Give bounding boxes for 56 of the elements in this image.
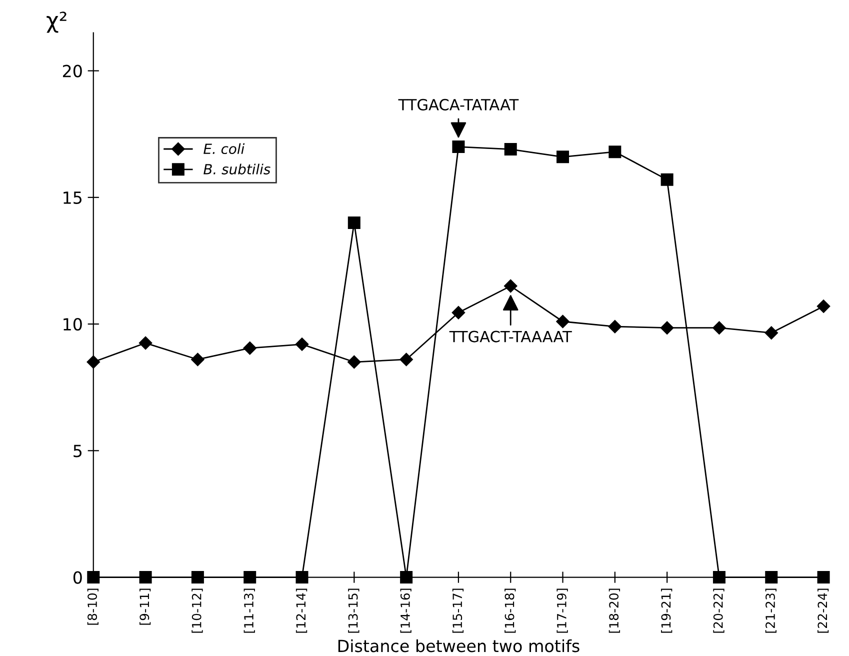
legend-label: E. coli xyxy=(204,143,245,154)
point xyxy=(348,355,361,369)
point xyxy=(504,279,518,293)
x-tick-label: [22-24] xyxy=(817,588,829,633)
point xyxy=(816,300,830,313)
point xyxy=(504,143,517,156)
x-tick-label: [13-15] xyxy=(348,588,360,633)
point xyxy=(191,571,204,584)
point xyxy=(348,216,360,229)
x-tick-label: [21-23] xyxy=(765,588,776,633)
point xyxy=(660,321,674,334)
point xyxy=(191,352,204,366)
x-tick-label: [8-10] xyxy=(87,588,98,625)
point xyxy=(608,146,622,158)
point xyxy=(556,150,570,164)
x-tick-label: [11-13] xyxy=(244,588,255,633)
annotation: TTGACA-TATAAT xyxy=(398,98,519,110)
point xyxy=(452,306,466,320)
point xyxy=(295,338,309,351)
point xyxy=(764,326,778,340)
point xyxy=(765,571,778,584)
x-tick-label: [17-19] xyxy=(556,588,568,633)
x-tick-label: [15-17] xyxy=(452,588,464,633)
x-tick-label: [14-16] xyxy=(400,588,412,633)
annotation: TTGACT-TAAAAT xyxy=(449,330,572,342)
point xyxy=(660,173,674,186)
point xyxy=(243,342,256,355)
y-tick-label: 20 xyxy=(62,64,82,78)
point xyxy=(86,355,100,369)
x-tick-label: [9-11] xyxy=(139,588,151,625)
x-tick-label: [19-21] xyxy=(661,588,672,633)
point xyxy=(400,352,413,366)
legend-label: B. subtilis xyxy=(204,164,270,174)
point xyxy=(87,571,100,584)
x-tick-label: [18-20] xyxy=(608,588,620,633)
x-tick-label: [20-22] xyxy=(713,588,724,633)
point xyxy=(712,571,726,584)
point xyxy=(296,571,308,584)
point xyxy=(139,571,152,584)
point xyxy=(400,571,413,584)
point xyxy=(608,320,622,334)
point xyxy=(138,336,152,350)
y-tick-label: 0 xyxy=(73,571,82,584)
point xyxy=(712,321,726,334)
x-tick-label: [10-12] xyxy=(192,588,203,633)
point xyxy=(452,140,465,154)
x-axis-title: Distance between two motifs xyxy=(338,639,580,652)
y-tick-label: 5 xyxy=(74,444,82,458)
x-tick-label: [12-14] xyxy=(296,588,308,633)
x-tick-label: [16-18] xyxy=(504,588,516,633)
y-tick-label: 10 xyxy=(64,318,82,331)
point xyxy=(817,571,830,584)
point xyxy=(244,571,256,584)
y-axis-title: χ² xyxy=(46,12,66,33)
point xyxy=(556,314,570,328)
y-tick-label: 15 xyxy=(64,192,82,204)
